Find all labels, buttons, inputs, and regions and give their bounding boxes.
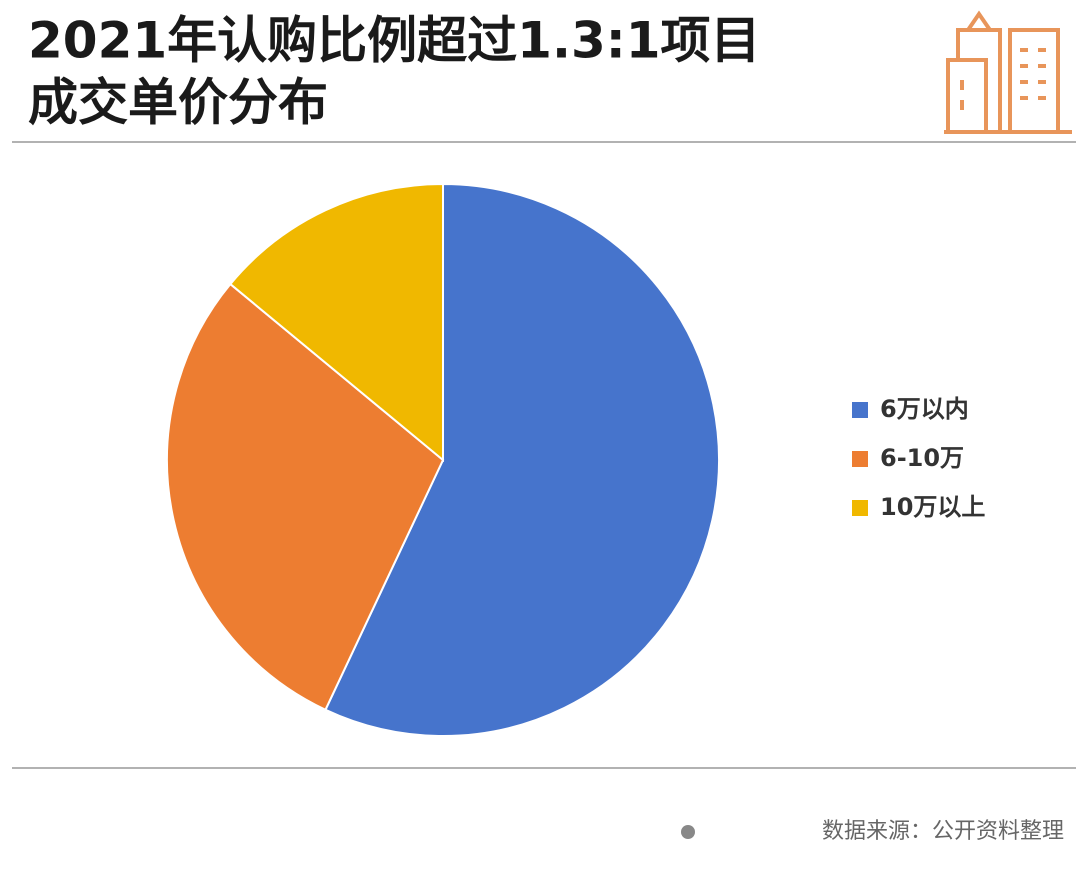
chart-title: 成交单价分布 — [28, 74, 328, 132]
legend-swatch — [852, 500, 868, 516]
legend-label: 6万以内 — [880, 395, 969, 423]
pie-slice — [166, 282, 445, 712]
legend-label: 10万以上 — [880, 493, 985, 521]
building-icon — [944, 10, 1072, 134]
pie-slice — [228, 182, 444, 463]
source: 数据来源：公开资料整理 — [822, 819, 1064, 844]
legend-swatch — [852, 451, 868, 467]
legend-label: 6-10万 — [880, 444, 964, 472]
source-dot — [681, 825, 695, 839]
legend-swatch — [852, 402, 868, 418]
chart-title: 2021年认购比例超过1.3:1项目 — [28, 12, 761, 70]
pie-slice — [324, 182, 720, 737]
